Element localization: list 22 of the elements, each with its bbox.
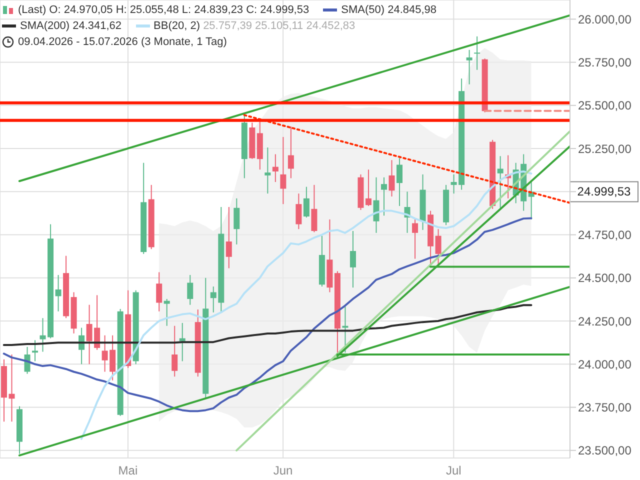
legend-label: SMA(200) <box>20 20 70 32</box>
text: 24.999,53 <box>577 184 632 199</box>
y-tick-label: 25.250,00 <box>578 142 632 156</box>
annotation: 24.845,98 <box>388 4 437 16</box>
y-tick-label: 25.500,00 <box>578 98 632 113</box>
annotation: 25.757,39 25.105,11 24.452,83 <box>203 20 356 32</box>
chart-title: (Last) O: 24.970,05 H: 25.055,48 L: 24.839,23 C: 24.999,53 <box>18 4 310 16</box>
legend-label: BB(20, 2) <box>154 20 200 32</box>
y-tick-label: 24.500,00 <box>578 271 632 286</box>
y-tick-label: 23.500,00 <box>578 444 632 458</box>
x-tick-label: Jul <box>446 464 462 478</box>
y-tick-label: 23.750,00 <box>578 400 632 415</box>
annotation: 24.341,62 <box>72 20 122 32</box>
y-tick-label: 25.750,00 <box>578 56 632 70</box>
y-tick-label: 24.000,00 <box>578 357 632 372</box>
y-tick-label: 24.750,00 <box>578 228 632 242</box>
legend-label: SMA(50) <box>341 4 385 16</box>
x-tick-label: Mai <box>118 464 138 478</box>
y-tick-label: 26.000,00 <box>578 12 632 26</box>
x-tick-label: Jun <box>273 464 293 478</box>
y-tick-label: 24.250,00 <box>578 314 632 328</box>
text: 09.04.2026 - 15.07.2026 (3 Monate, 1 Tag) <box>18 36 227 48</box>
